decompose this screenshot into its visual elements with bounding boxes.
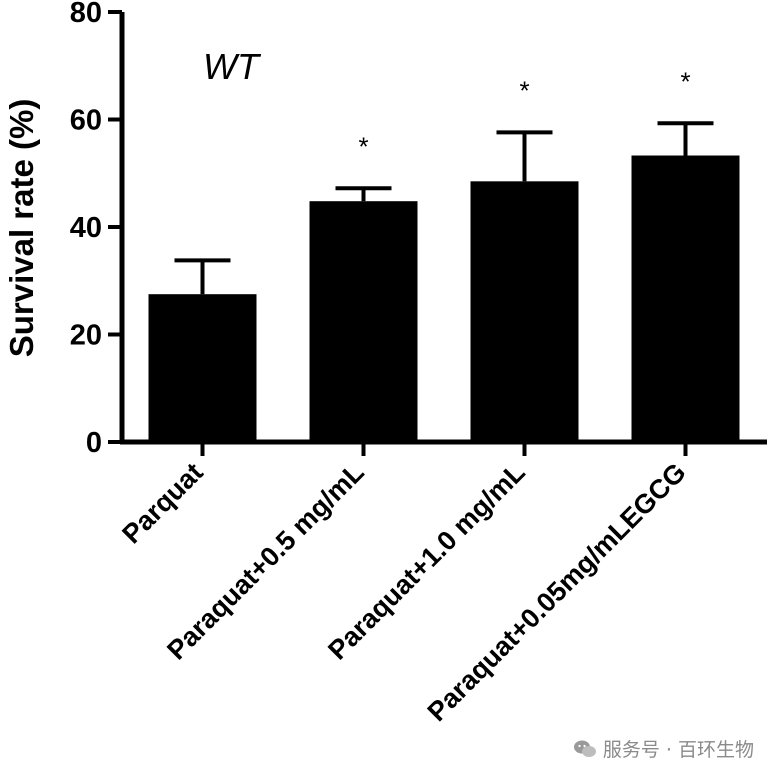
bar [309, 201, 418, 442]
y-tick-label: 0 [86, 427, 102, 459]
y-tick-label: 40 [70, 212, 102, 244]
bar [631, 155, 740, 442]
bars-group [148, 155, 740, 442]
bar [148, 294, 257, 442]
watermark-text: 服务号 · 百环生物 [602, 739, 754, 761]
wt-annotation: WT [203, 46, 262, 87]
watermark: 服务号 · 百环生物 [573, 735, 754, 762]
wechat-icon [573, 740, 596, 757]
significance-marker: * [680, 66, 690, 96]
x-ticks-group [200, 442, 688, 456]
significance-markers-group: * * * [358, 66, 690, 161]
y-axis-label: Survival rate (%) [3, 99, 40, 358]
y-tick-label: 60 [70, 105, 102, 137]
bar [470, 181, 579, 442]
y-tick-label: 80 [70, 0, 102, 29]
significance-marker: * [519, 75, 529, 105]
significance-marker: * [358, 131, 368, 161]
x-tick-label: Parquat [116, 457, 208, 549]
error-bars-group [174, 121, 714, 295]
y-tick-label: 20 [70, 320, 102, 352]
y-ticks-group: 0 20 40 60 80 [70, 0, 122, 459]
x-tick-label: Paraquat+0.05mg/mLEGCG [422, 457, 692, 727]
